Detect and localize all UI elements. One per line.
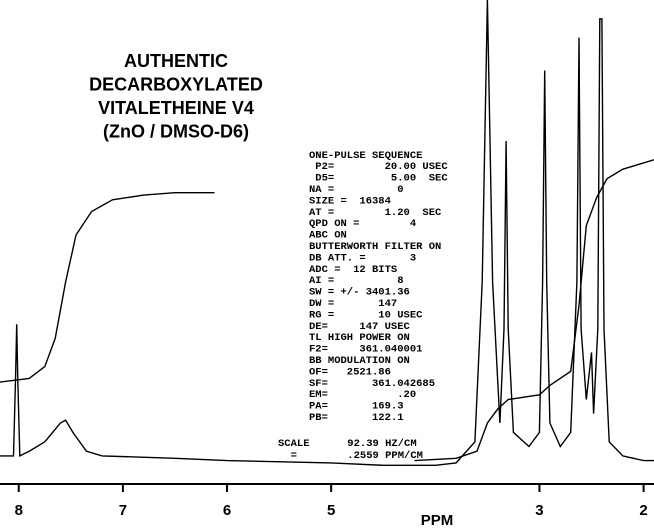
x-axis-label: PPM: [421, 512, 454, 529]
x-tick-label: 5: [327, 502, 335, 519]
x-tick-label: 3: [535, 502, 543, 519]
title-line: DECARBOXYLATED: [89, 74, 263, 94]
spectrum-line: [0, 0, 654, 466]
parameter-line: QPD ON = 4: [309, 218, 416, 230]
title-line: VITALETHEINE V4: [98, 98, 254, 118]
title-line: (ZnO / DMSO-D6): [103, 121, 249, 141]
scale-line: SCALE 92.39 HZ/CM: [278, 438, 417, 450]
x-tick-label: 6: [223, 502, 231, 519]
integral-line: [0, 159, 654, 462]
parameter-line: F2= 361.040001: [309, 344, 422, 356]
parameter-line: SF= 361.042685: [309, 378, 435, 390]
parameter-line: P2= 20.00 USEC: [309, 161, 448, 173]
parameter-line: RG = 10 USEC: [309, 309, 423, 321]
parameter-line: TL HIGH POWER ON: [309, 332, 410, 344]
x-tick-label: 7: [119, 502, 127, 519]
parameter-line: PA= 169.3: [309, 401, 404, 413]
parameter-line: SIZE = 16384: [309, 195, 391, 207]
parameter-line: PB= 122.1: [309, 412, 404, 424]
parameter-line: D5= 5.00 SEC: [309, 173, 448, 185]
parameter-line: BB MODULATION ON: [309, 355, 410, 367]
parameter-line: ABC ON: [309, 230, 347, 242]
parameter-line: SW = +/- 3401.36: [309, 287, 410, 299]
parameter-line: ONE-PULSE SEQUENCE: [309, 150, 422, 162]
parameter-line: DB ATT. = 3: [309, 252, 416, 264]
parameter-line: NA = 0: [309, 184, 404, 196]
parameter-line: EM= .20: [309, 389, 416, 401]
parameter-line: DE= 147 USEC: [309, 321, 411, 333]
title-line: AUTHENTIC: [124, 51, 228, 71]
x-tick-label: 8: [15, 502, 23, 519]
parameter-line: AT = 1.20 SEC: [309, 207, 442, 219]
scale-line: = .2559 PPM/CM: [278, 450, 423, 462]
parameter-line: DW = 147: [309, 298, 397, 310]
x-tick-label: 2: [639, 502, 647, 519]
parameter-line: ADC = 12 BITS: [309, 264, 397, 276]
parameter-line: BUTTERWORTH FILTER ON: [309, 241, 441, 253]
parameter-line: AI = 8: [309, 275, 404, 287]
parameter-line: OF= 2521.86: [309, 366, 391, 378]
